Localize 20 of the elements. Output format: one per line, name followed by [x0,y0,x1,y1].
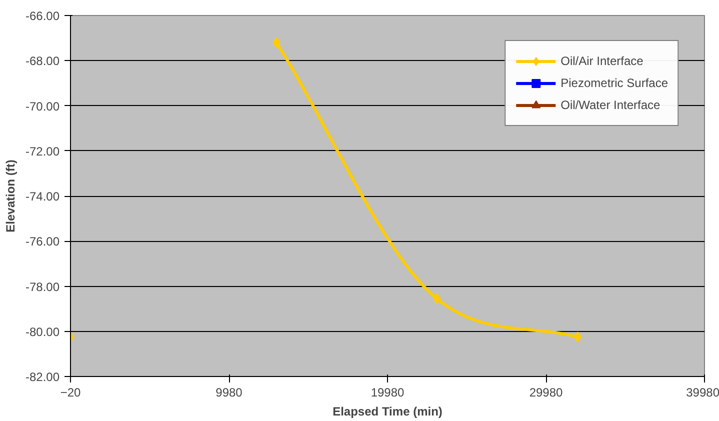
y-tick-label: -66.00 [25,9,60,23]
y-tick-label: -70.00 [25,99,60,114]
y-axis-title: Elevation (ft) [3,160,18,232]
x-tick-label: 39980 [686,386,719,400]
x-tick-label: 29980 [529,386,564,400]
y-tick-label: -68.00 [25,54,60,68]
x-tick-label: 9980 [216,386,243,400]
y-tick-label: -82.00 [25,370,60,384]
point [574,332,582,343]
x-axis-title: Elapsed Time (min) [332,404,442,418]
legend-label: Oil/Water Interface [560,98,660,112]
legend-label: Oil/Air Interface [560,54,644,68]
y-tick-label: -80.00 [25,324,60,339]
legend-label: Piezometric Surface [560,76,668,90]
x-tick-label: −20 [60,386,82,400]
y-tick-label: -78.00 [25,280,60,294]
y-tick-label: -74.00 [25,190,60,204]
y-tick-label: -76.00 [25,234,60,249]
y-tick-label: -72.00 [25,144,60,158]
x-tick-label: 19980 [370,386,405,400]
